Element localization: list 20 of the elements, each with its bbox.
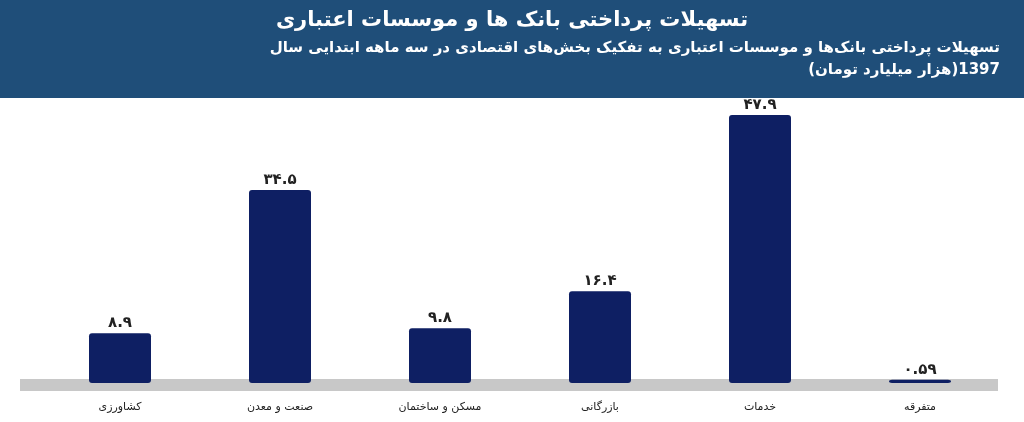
bar — [569, 291, 631, 383]
data-label: ۴۷.۹ — [743, 95, 777, 113]
bar — [729, 115, 791, 383]
data-label: ۳۴.۵ — [263, 169, 297, 188]
bar — [249, 189, 311, 383]
bar — [889, 379, 951, 383]
chart-title: تسهیلات پرداختی بانک ها و موسسات اعتباری — [275, 7, 749, 31]
chart-subtitle: تسهیلات پرداختی بانک‌ها و موسسات اعتباری به تفکیک بخش‌های اقتصادی در سه ماهه ابتدایی سال 1397(هزار میلیارد تومان) — [268, 37, 1000, 80]
x-tick-label: صنعت و معدن — [246, 400, 314, 413]
x-tick-label: مسکن و ساختمان — [398, 400, 482, 413]
data-label: ۹.۸ — [427, 308, 453, 327]
data-label: ۱۶.۴ — [583, 271, 617, 290]
x-tick-label: متفرقه — [903, 400, 937, 413]
data-label: ۸.۹ — [107, 313, 133, 332]
bar — [409, 328, 471, 383]
bar — [89, 333, 151, 383]
x-tick-label: بازرگانی — [581, 400, 619, 413]
x-tick-label: خدمات — [743, 400, 777, 413]
x-tick-label: کشاورزی — [98, 400, 143, 413]
data-label: ۰.۵۹ — [903, 359, 937, 378]
